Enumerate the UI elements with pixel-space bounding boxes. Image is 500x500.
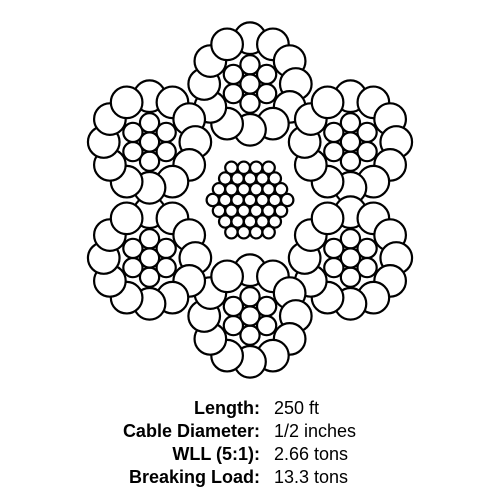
spec-label: Breaking Load: [60, 467, 260, 488]
spec-value: 13.3 tons [274, 467, 440, 488]
spec-value: 1/2 inches [274, 421, 440, 442]
spec-value: 250 ft [274, 398, 440, 419]
spec-label: WLL (5:1): [60, 444, 260, 465]
spec-label: Cable Diameter: [60, 421, 260, 442]
spec-label: Length: [60, 398, 260, 419]
spec-table: Length: 250 ft Cable Diameter: 1/2 inches WL… [60, 398, 440, 488]
wire-rope-cross-section-diagram [60, 10, 440, 390]
spec-value: 2.66 tons [274, 444, 440, 465]
